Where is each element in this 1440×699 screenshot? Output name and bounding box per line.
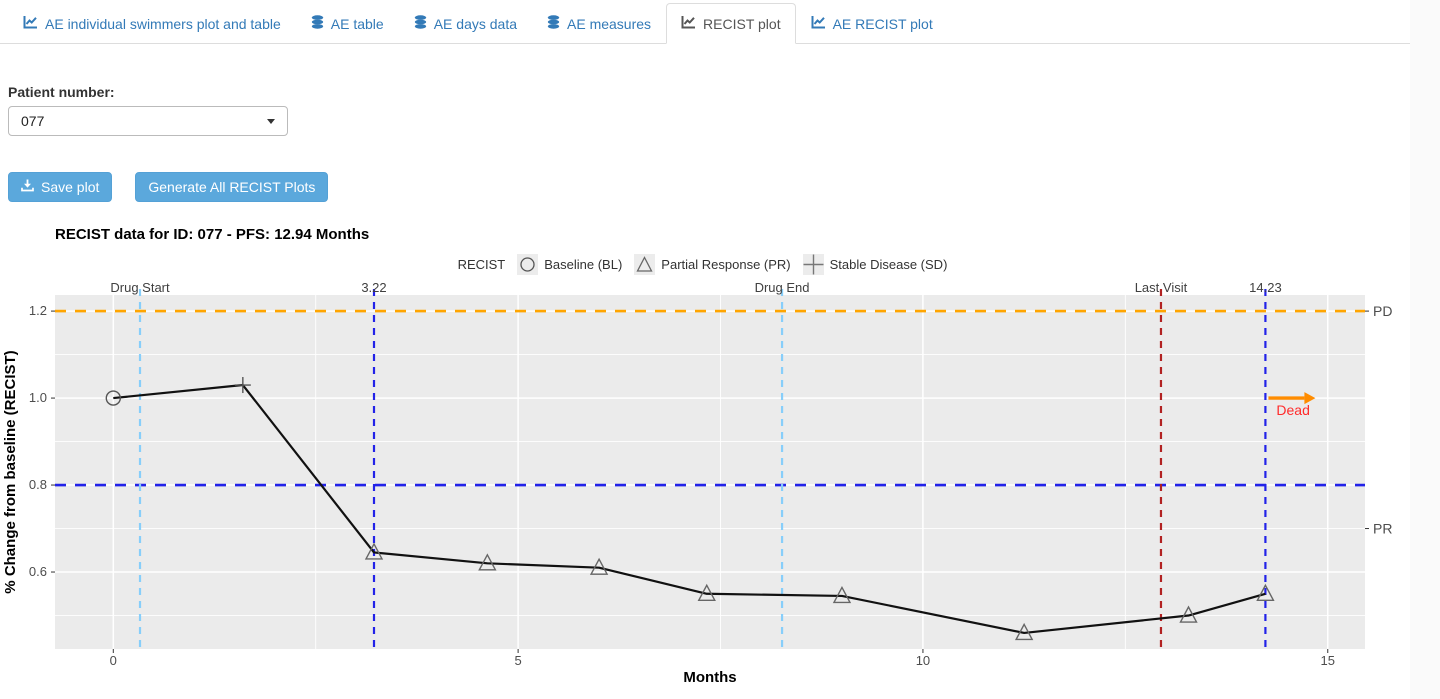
legend-label: Stable Disease (SD): [829, 257, 948, 272]
tab-recist-plot[interactable]: RECIST plot: [666, 3, 796, 44]
legend-key-circle-icon: [517, 254, 539, 275]
selected-patient-value: 077: [21, 113, 45, 129]
button-label: Generate All RECIST Plots: [148, 179, 316, 195]
download-icon: [21, 179, 34, 195]
y-tick-label: 0.8: [29, 477, 47, 492]
tab-ae-days-data[interactable]: AE days data: [399, 3, 532, 44]
app-window: AE individual swimmers plot and table AE…: [0, 0, 1410, 686]
dead-annotation-label: Dead: [1276, 402, 1309, 418]
vline-top-label: 14.23: [1249, 280, 1282, 295]
tab-ae-table[interactable]: AE table: [296, 3, 399, 44]
plot-panel: [55, 295, 1365, 649]
tab-label: AE table: [330, 15, 384, 32]
data-point-triangle: [1256, 583, 1275, 601]
tab-bar: AE individual swimmers plot and table AE…: [0, 0, 1410, 44]
tab-ae-individual-swimmers-plot-and-table[interactable]: AE individual swimmers plot and table: [8, 3, 296, 44]
data-point-triangle: [364, 542, 384, 560]
button-label: Save plot: [41, 179, 100, 195]
y-axis-title: % Change from baseline (RECIST): [2, 350, 19, 593]
vline-top-label: Last Visit: [1135, 280, 1188, 295]
tab-label: RECIST plot: [703, 15, 781, 32]
legend-title: RECIST: [457, 257, 506, 272]
tab-label: AE RECIST plot: [832, 15, 933, 32]
save-plot-button[interactable]: Save plot: [8, 172, 113, 202]
legend-label: Partial Response (PR): [661, 257, 791, 272]
data-point-circle: [105, 390, 121, 406]
y-tick-label: 1.2: [29, 303, 47, 318]
tab-label: AE days data: [433, 15, 517, 32]
generate-all-recist-plots-button[interactable]: Generate All RECIST Plots: [135, 172, 329, 202]
tab-ae-measures[interactable]: AE measures: [532, 3, 666, 44]
data-point-triangle: [1179, 605, 1198, 623]
tab-label: AE individual swimmers plot and table: [45, 15, 281, 32]
x-tick-label: 10: [916, 653, 930, 668]
chart-title: RECIST data for ID: 077 - PFS: 12.94 Mon…: [55, 226, 370, 243]
controls-panel: Patient number: 077 Save plot Generate A…: [0, 84, 1410, 202]
dead-arrow-icon: [1304, 392, 1316, 405]
data-point-triangle: [1014, 622, 1034, 641]
database-icon: [547, 15, 560, 32]
vline-top-label: Drug End: [755, 280, 810, 295]
right-axis-label: PR: [1373, 521, 1392, 537]
legend-label: Baseline (BL): [544, 257, 623, 272]
x-axis-title: Months: [683, 669, 736, 686]
x-tick-label: 0: [110, 653, 117, 668]
data-point-triangle: [478, 553, 497, 571]
tab-label: AE measures: [567, 15, 652, 32]
x-tick-label: 5: [514, 653, 521, 668]
legend-key-plus-icon: [802, 254, 824, 275]
caret-down-icon: [267, 119, 275, 128]
patient-number-label: Patient number:: [8, 84, 115, 100]
right-axis-label: PD: [1373, 303, 1392, 319]
chart-line-icon: [811, 15, 826, 32]
data-point-triangle: [589, 557, 609, 575]
recist-plot: Dead 0 5 10 15 0.6 0.8 1.0 1.2 PD PR Drug Start 3.22…: [2, 280, 1392, 686]
vline-top-label: Drug Start: [110, 280, 170, 295]
legend-key-triangle-icon: [634, 254, 656, 275]
data-line: [113, 383, 1266, 635]
database-icon: [311, 15, 324, 32]
x-tick-label: 15: [1321, 653, 1335, 668]
data-point-triangle: [832, 585, 852, 604]
patient-number-select[interactable]: 077: [8, 106, 288, 136]
data-point-triangle: [697, 583, 716, 601]
chart-line-icon: [23, 15, 38, 32]
y-tick-label: 0.6: [29, 564, 47, 579]
y-tick-label: 1.0: [29, 390, 47, 405]
chart-legend: RECIST Baseline (BL) Partial Response (P…: [0, 254, 1405, 275]
database-icon: [414, 15, 427, 32]
tab-ae-recist-plot[interactable]: AE RECIST plot: [796, 3, 948, 44]
chart-line-icon: [681, 15, 696, 32]
button-row: Save plot Generate All RECIST Plots: [8, 172, 1410, 202]
vline-top-label: 3.22: [361, 280, 386, 295]
